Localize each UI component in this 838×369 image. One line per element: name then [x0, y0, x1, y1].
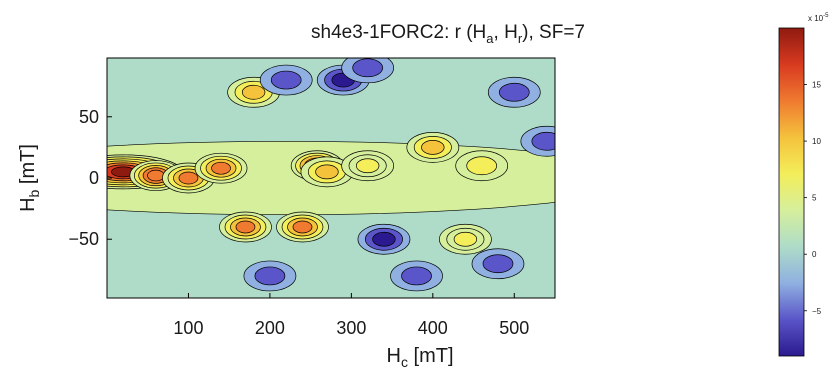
x-tick-label: 200 [255, 318, 285, 338]
x-tick-label: 300 [336, 318, 366, 338]
y-axis: −50 0 50 [68, 107, 112, 249]
colorbar-tick-label: −5 [812, 307, 822, 316]
contour-feature [300, 156, 354, 188]
colorbar-tick-label: 0 [812, 250, 817, 259]
contour-feature [194, 152, 248, 184]
contour-feature [219, 211, 272, 243]
contour-feature [520, 125, 555, 157]
y-tick-label: 50 [79, 107, 99, 127]
contour-feature [455, 150, 509, 182]
y-tick-label: 0 [89, 168, 99, 188]
x-tick-label: 500 [499, 318, 529, 338]
x-tick-label: 400 [418, 318, 448, 338]
colorbar-tick-label: 15 [812, 81, 821, 90]
colorbar-tick-label: 5 [812, 194, 817, 203]
y-axis-label: Hb [mT] [17, 144, 42, 212]
plot-area [107, 58, 555, 298]
contour-feature [243, 260, 297, 292]
colorbar-tick-label: 10 [812, 137, 821, 146]
contour-feature [439, 223, 492, 255]
contour-feature [341, 58, 394, 84]
chart-title: sh4e3-1FORC2: r (Ha, Hr), SF=7 [311, 22, 585, 46]
y-tick-label: −50 [68, 229, 99, 249]
colorbar-gradient [778, 27, 805, 357]
contour-feature [259, 64, 313, 96]
contour-feature [341, 150, 395, 182]
contour-feature [276, 211, 329, 243]
x-axis: 100 200 300 400 500 [173, 293, 529, 338]
contour-feature [471, 248, 525, 280]
colorbar: x 10-5 −5 0 5 10 15 [778, 13, 829, 357]
x-tick-label: 100 [173, 318, 203, 338]
x-axis-label: Hc [mT] [387, 345, 454, 369]
contour-feature [357, 223, 411, 255]
contour-feature [390, 260, 443, 292]
contour-feature [487, 76, 541, 108]
colorbar-exponent: x 10-5 [808, 13, 829, 23]
contour-feature [406, 132, 460, 163]
